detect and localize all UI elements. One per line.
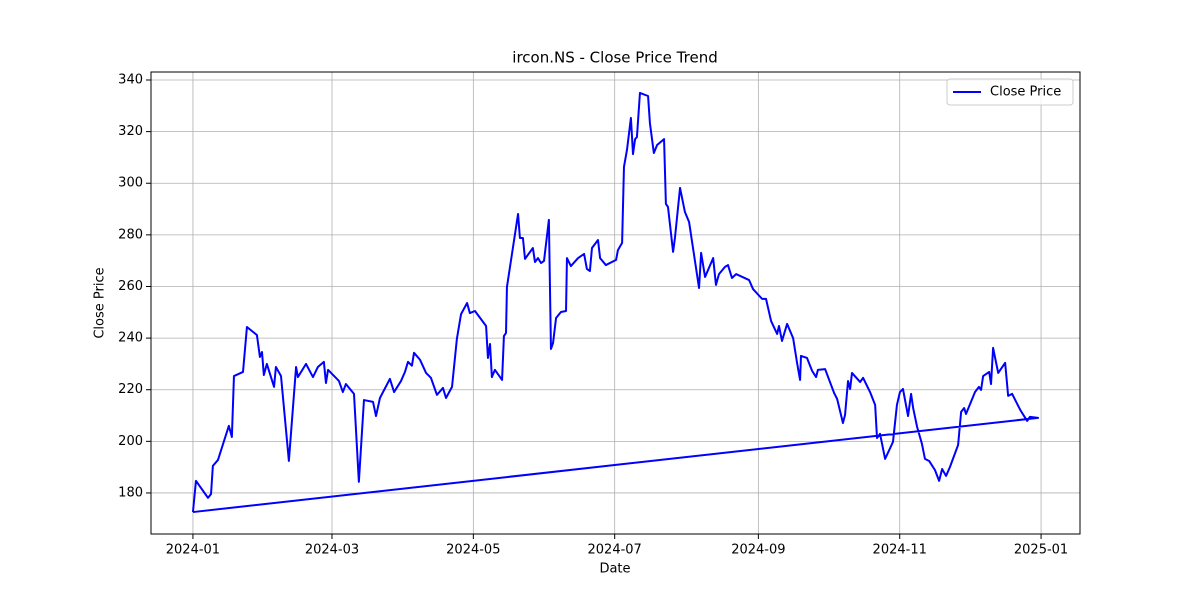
plot-frame bbox=[150, 71, 1081, 535]
x-tick-label: 2024-09 bbox=[731, 543, 785, 558]
chart-title: ircon.NS - Close Price Trend bbox=[512, 49, 717, 67]
x-tick-label: 2024-05 bbox=[446, 543, 500, 558]
x-axis-label: Date bbox=[599, 562, 630, 577]
y-tick-label: 180 bbox=[118, 485, 143, 500]
y-tick-label: 280 bbox=[118, 227, 143, 242]
legend-box bbox=[946, 78, 1074, 106]
y-tick-label: 300 bbox=[118, 176, 143, 191]
y-tick-label: 340 bbox=[118, 73, 143, 88]
x-tick-label: 2024-01 bbox=[166, 543, 220, 558]
x-tick-label: 2024-03 bbox=[305, 543, 359, 558]
y-tick-label: 260 bbox=[118, 279, 143, 294]
y-tick-label: 240 bbox=[118, 331, 143, 346]
y-tick-label: 200 bbox=[118, 434, 143, 449]
legend-label: Close Price bbox=[990, 85, 1061, 100]
y-tick-label: 220 bbox=[118, 382, 143, 397]
y-tick-label: 320 bbox=[118, 124, 143, 139]
line-series bbox=[191, 91, 1040, 514]
x-tick-label: 2024-11 bbox=[873, 543, 927, 558]
x-tick-label: 2024-07 bbox=[588, 543, 642, 558]
y-axis-label: Close Price bbox=[93, 267, 108, 338]
x-tick-label: 2025-01 bbox=[1014, 543, 1068, 558]
